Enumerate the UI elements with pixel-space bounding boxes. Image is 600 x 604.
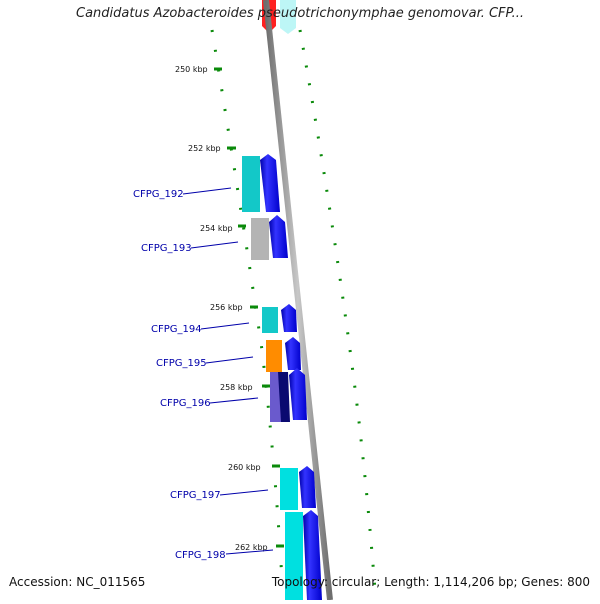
scale-label: 260 kbp: [228, 463, 261, 472]
gene-feature-CFPG_194[interactable]: [262, 307, 278, 333]
scale-label: 258 kbp: [220, 383, 253, 392]
scale-label: 262 kbp: [235, 543, 268, 552]
gene-feature-CFPG_193[interactable]: [251, 218, 269, 260]
scale-label: 250 kbp: [175, 65, 208, 74]
gene-label[interactable]: CFPG_195: [156, 358, 207, 369]
chromosome-backbone: [263, 0, 333, 601]
label-leaders: [182, 187, 274, 555]
gene-label[interactable]: CFPG_193: [141, 243, 192, 254]
gene-feature-CFPG_198[interactable]: [285, 512, 303, 600]
gene-label[interactable]: CFPG_196: [160, 398, 211, 409]
scale-label: 254 kbp: [200, 224, 233, 233]
gene-labels: CFPG_192 CFPG_193 CFPG_194 CFPG_195 CFPG…: [133, 189, 226, 561]
gene-feature-CFPG_197[interactable]: [280, 468, 298, 510]
gc-skew-track: [210, 29, 377, 591]
cds-strand-track: [260, 154, 322, 600]
gene-label[interactable]: CFPG_198: [175, 550, 226, 561]
gene-label[interactable]: CFPG_197: [170, 490, 221, 501]
genome-summary-text: Topology: circular; Length: 1,114,206 bp…: [271, 575, 590, 589]
gene-label[interactable]: CFPG_192: [133, 189, 184, 200]
scale-label: 252 kbp: [188, 144, 221, 153]
gene-feature-CFPG_192[interactable]: [242, 156, 260, 212]
gene-label[interactable]: CFPG_194: [151, 324, 202, 335]
scale-labels: 250 kbp 252 kbp 254 kbp 256 kbp 258 kbp …: [175, 65, 268, 552]
gene-feature-CFPG_195[interactable]: [266, 340, 282, 372]
accession-text: Accession: NC_011565: [9, 575, 146, 589]
cog-feature-track: [242, 156, 303, 600]
scale-ticks: [214, 67, 284, 548]
page-title: Candidatus Azobacteroides pseudotrichony…: [76, 6, 524, 21]
scale-label: 256 kbp: [210, 303, 243, 312]
